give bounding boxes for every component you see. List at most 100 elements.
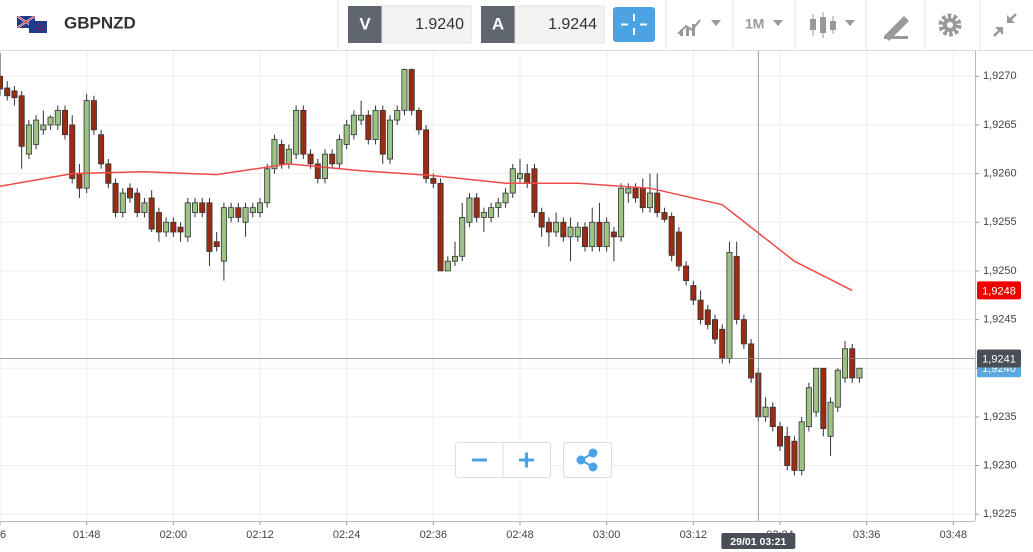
zoom-in-button[interactable] — [519, 452, 534, 468]
candle-body — [83, 100, 90, 189]
candle-body — [401, 69, 408, 111]
chart-type-button[interactable] — [677, 19, 721, 36]
candle-body — [704, 309, 711, 325]
candle-body — [712, 319, 719, 340]
candle-body — [54, 109, 61, 126]
candle-body — [249, 207, 256, 213]
candle-body — [148, 197, 155, 230]
candle-body — [603, 221, 610, 247]
candle-body — [777, 426, 784, 447]
ask-label: A — [492, 14, 504, 33]
candle-body — [271, 139, 278, 170]
symbol: GBPNZD — [64, 13, 136, 32]
candle-body — [545, 221, 552, 233]
candle-body — [141, 202, 148, 213]
candle-body — [574, 226, 581, 238]
candle-body — [25, 124, 32, 155]
candle-body — [386, 119, 393, 160]
candle-body — [582, 226, 589, 247]
candle-body — [228, 207, 235, 218]
candle-body — [856, 367, 863, 379]
y-tick-label: 1,9245 — [983, 313, 1017, 325]
candle-body — [538, 212, 545, 228]
candle-body — [654, 192, 661, 213]
candle-body — [184, 202, 191, 238]
crosshair-price-tag-bg — [977, 349, 1021, 368]
candle-body — [18, 95, 25, 147]
candle-body — [748, 343, 755, 379]
candle-body — [40, 124, 47, 131]
candle-body — [191, 202, 198, 213]
bid-box — [381, 5, 472, 44]
candle-body — [589, 221, 596, 247]
zoom-controls — [455, 442, 612, 478]
candle-body — [314, 163, 321, 179]
candle-body — [459, 216, 466, 257]
candle-body — [726, 252, 733, 359]
interval-button[interactable]: 1M — [745, 16, 764, 32]
candle-body — [278, 144, 285, 165]
y-tick-label: 1,9230 — [983, 459, 1017, 471]
ask-button[interactable] — [481, 6, 515, 43]
share-button[interactable] — [576, 448, 598, 472]
candle-body — [235, 207, 242, 218]
candle-body — [834, 369, 841, 408]
y-tick-label: 1,9235 — [983, 411, 1017, 423]
candle-body — [336, 139, 343, 165]
candle-body — [394, 109, 401, 121]
candle-body — [170, 221, 177, 233]
candle-body — [33, 119, 40, 145]
candle-body — [509, 168, 516, 194]
candle-body — [155, 212, 162, 233]
interval-dropdown[interactable] — [773, 20, 783, 26]
candle-body — [112, 182, 119, 213]
candle-body — [350, 114, 357, 136]
candle-body — [321, 153, 328, 179]
candle-body — [206, 202, 213, 252]
candle-body — [480, 212, 487, 218]
candle-body — [827, 401, 834, 437]
candle-body — [488, 207, 495, 218]
candle-body — [256, 202, 263, 213]
y-tick-label: 1,9250 — [983, 265, 1017, 277]
candle-body — [343, 124, 350, 145]
candle-body — [285, 148, 292, 165]
bid-label: V — [359, 14, 371, 33]
candle-body — [661, 212, 668, 220]
y-tick-label: 1,9270 — [983, 70, 1017, 82]
x-tick-label: 03:36 — [853, 529, 881, 541]
flag-icon — [16, 15, 47, 33]
candle-style-button[interactable] — [810, 12, 855, 38]
candle-body — [437, 182, 444, 272]
candle-body — [329, 153, 336, 165]
x-tick-label: 02:36 — [420, 529, 448, 541]
collapse-button[interactable] — [993, 13, 1017, 37]
x-tick-label: 6 — [0, 529, 6, 541]
candle-body — [163, 221, 170, 233]
candle-body — [444, 260, 451, 272]
draw-button[interactable] — [884, 16, 909, 41]
candle-body — [668, 216, 675, 256]
bid-button[interactable] — [348, 6, 382, 43]
candle-body — [372, 109, 379, 140]
candle-body — [119, 192, 126, 213]
candle-body — [683, 265, 690, 282]
y-tick-label: 1,9255 — [983, 216, 1017, 228]
candle-body — [567, 226, 574, 238]
candle-body — [517, 173, 524, 179]
y-tick-label: 1,9260 — [983, 168, 1017, 180]
candle-body — [365, 114, 372, 140]
candle-body — [466, 197, 473, 223]
candle-body — [213, 241, 220, 247]
candle-body — [791, 440, 798, 471]
settings-button[interactable] — [938, 13, 962, 37]
candle-body — [430, 178, 437, 184]
crosshair-button[interactable] — [613, 7, 655, 42]
x-tick-label: 02:48 — [506, 529, 534, 541]
candle-body — [531, 168, 538, 213]
candle-body — [769, 406, 776, 428]
candle-body — [105, 163, 112, 184]
ask-price: 1.9244 — [548, 16, 597, 33]
x-tick-label: 02:24 — [333, 529, 361, 541]
candle-body — [784, 435, 791, 466]
